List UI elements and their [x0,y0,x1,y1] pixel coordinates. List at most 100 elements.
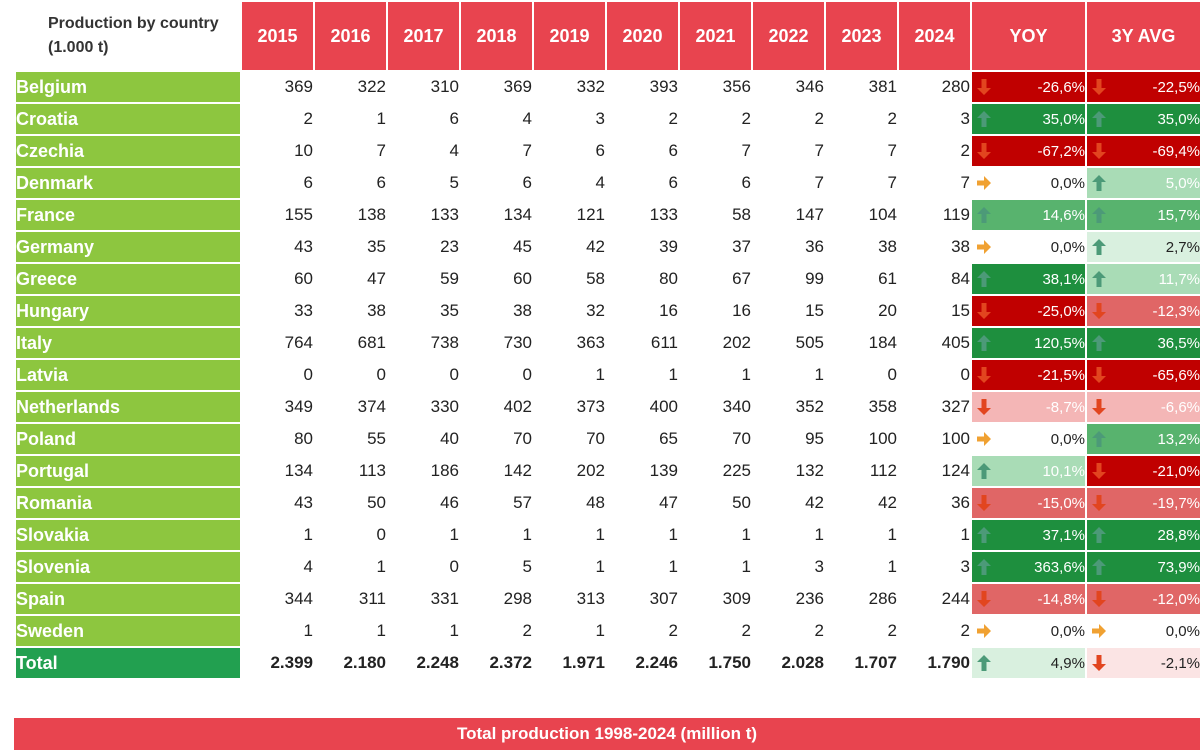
table-row: Poland 80 55 40 70 70 65 70 95 100 100 0,0% 13,2% [0,422,1200,456]
country-name: Slovakia [14,518,242,552]
yoy-cell-value: 0,0% [1050,174,1085,192]
value-cell: 3 [897,550,972,584]
arrow-right-icon [977,432,991,446]
value-cell: 1 [532,358,607,392]
value-cell: 2 [678,614,753,648]
yoy-cell: 14,6% [970,198,1087,232]
country-name: Romania [14,486,242,520]
value-cell: 80 [605,262,680,296]
avg-cell: 28,8% [1085,518,1200,552]
value-cell: 310 [386,70,461,104]
table-row: France 155 138 133 134 121 133 58 147 104 119 14,6%… [0,198,1200,232]
country-name: Sweden [14,614,242,648]
value-cell: 23 [386,230,461,264]
table-row: Greece 60 47 59 60 58 80 67 99 61 84 38,1% 11,7% [0,262,1200,296]
value-cell: 6 [605,166,680,200]
value-cell: 65 [605,422,680,456]
value-cell: 43 [240,230,315,264]
value-cell: 340 [678,390,753,424]
value-cell: 15 [751,294,826,328]
avg-cell: -12,0% [1085,582,1200,616]
year-header: 2017 [386,0,461,72]
year-header: 2016 [313,0,388,72]
value-cell: 4 [386,134,461,168]
value-cell: 1.971 [532,646,607,680]
arrow-down-icon [977,495,991,511]
value-cell: 133 [605,198,680,232]
value-cell: 142 [459,454,534,488]
yoy-cell-value: 37,1% [1042,526,1085,544]
arrow-down-icon [977,143,991,159]
value-cell: 405 [897,326,972,360]
value-cell: 113 [313,454,388,488]
header-row: Production by country (1.000 t) 2015 201… [0,0,1200,72]
avg-cell: 5,0% [1085,166,1200,200]
avg-cell: -22,5% [1085,70,1200,104]
avg-cell: 0,0% [1085,614,1200,648]
yoy-cell-value: -26,6% [1037,78,1085,96]
value-cell: 764 [240,326,315,360]
yoy-cell: -67,2% [970,134,1087,168]
table-row: Spain 344 311 331 298 313 307 309 236 286 244 -14,8… [0,582,1200,616]
value-cell: 7 [751,166,826,200]
yoy-cell: -14,8% [970,582,1087,616]
value-cell: 730 [459,326,534,360]
yoy-cell-value: -25,0% [1037,302,1085,320]
value-cell: 202 [678,326,753,360]
table-row: Germany 43 35 23 45 42 39 37 36 38 38 0,0% 2,7% [0,230,1200,264]
value-cell: 0 [313,518,388,552]
value-cell: 33 [240,294,315,328]
value-cell: 7 [824,134,899,168]
value-cell: 6 [532,134,607,168]
value-cell: 225 [678,454,753,488]
yoy-cell-value: 363,6% [1034,558,1085,576]
avg-cell-value: -2,1% [1160,654,1200,672]
value-cell: 139 [605,454,680,488]
table-row: Sweden 1 1 1 2 1 2 2 2 2 2 0,0% 0,0% [0,614,1200,648]
arrow-right-icon [977,176,991,190]
value-cell: 95 [751,422,826,456]
value-cell: 374 [313,390,388,424]
value-cell: 35 [386,294,461,328]
arrow-up-icon [1092,559,1106,575]
value-cell: 2.180 [313,646,388,680]
yoy-cell: 0,0% [970,614,1087,648]
value-cell: 7 [459,134,534,168]
value-cell: 1 [678,358,753,392]
value-cell: 47 [313,262,388,296]
yoy-cell-value: 10,1% [1042,462,1085,480]
avg-cell-value: -22,5% [1152,78,1200,96]
value-cell: 738 [386,326,461,360]
country-name: Croatia [14,102,242,136]
yoy-cell: 363,6% [970,550,1087,584]
yoy-cell-value: -14,8% [1037,590,1085,608]
yoy-cell: -15,0% [970,486,1087,520]
value-cell: 1 [897,518,972,552]
table-row: Czechia 10 7 4 7 6 6 7 7 7 2 -67,2% -69,4% [0,134,1200,168]
value-cell: 45 [459,230,534,264]
value-cell: 147 [751,198,826,232]
footer-banner: Total production 1998-2024 (million t) [14,718,1200,750]
row-spacer [0,230,16,264]
row-spacer [0,326,16,360]
yoy-cell: 0,0% [970,166,1087,200]
row-spacer [0,614,16,648]
value-cell: 381 [824,70,899,104]
value-cell: 1 [605,358,680,392]
country-name: Slovenia [14,550,242,584]
arrow-right-icon [977,624,991,638]
value-cell: 1 [313,614,388,648]
value-cell: 3 [897,102,972,136]
value-cell: 332 [532,70,607,104]
country-name: Belgium [14,70,242,104]
value-cell: 67 [678,262,753,296]
table-row: Latvia 0 0 0 0 1 1 1 1 0 0 -21,5% -65,6% [0,358,1200,392]
table-row: Italy 764 681 738 730 363 611 202 505 184 405 120,5… [0,326,1200,360]
table-row: Hungary 33 38 35 38 32 16 16 15 20 15 -25,0% -12,3% [0,294,1200,328]
value-cell: 298 [459,582,534,616]
avg-cell: -6,6% [1085,390,1200,424]
value-cell: 42 [824,486,899,520]
value-cell: 1 [313,102,388,136]
arrow-down-icon [1092,655,1106,671]
value-cell: 1 [532,550,607,584]
